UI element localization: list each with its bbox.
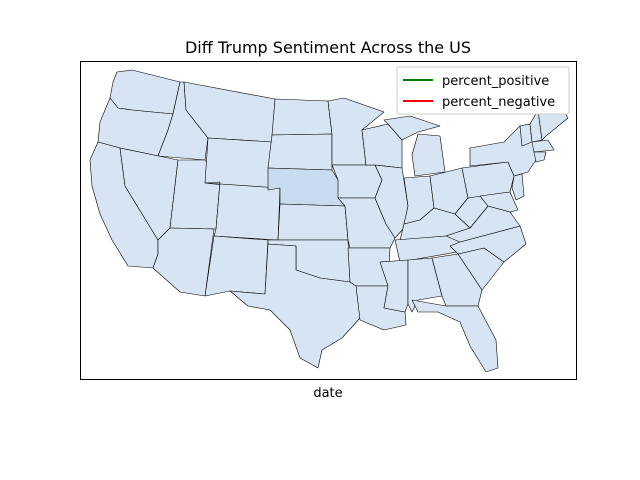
state-maryland	[479, 191, 519, 213]
state-washington	[109, 69, 181, 115]
legend-box	[396, 66, 570, 115]
state-michigan-lower	[411, 133, 446, 177]
state-michigan-upper	[383, 115, 441, 141]
legend-label-percent-negative: percent_negative	[442, 95, 555, 110]
legend-label-percent-positive: percent_positive	[442, 74, 549, 89]
state-arizona	[152, 227, 215, 297]
state-massachusetts	[531, 139, 555, 153]
state-illinois	[374, 164, 409, 239]
state-new-york	[469, 123, 537, 177]
state-north-carolina	[449, 225, 527, 263]
state-new-mexico	[204, 235, 269, 297]
state-kansas	[277, 203, 349, 241]
x-axis-label: date	[313, 386, 342, 401]
axes-frame	[80, 61, 577, 380]
state-new-jersey	[511, 173, 525, 201]
state-connecticut	[533, 151, 547, 163]
state-iowa	[331, 164, 383, 199]
legend: percent_positive percent_negative	[396, 66, 570, 115]
map-title: Diff Trump Sentiment Across the US	[185, 38, 471, 57]
state-south-dakota	[267, 133, 333, 171]
us-states	[89, 69, 569, 373]
state-texas	[229, 243, 361, 369]
state-florida	[411, 299, 499, 373]
state-north-dakota	[271, 98, 333, 136]
